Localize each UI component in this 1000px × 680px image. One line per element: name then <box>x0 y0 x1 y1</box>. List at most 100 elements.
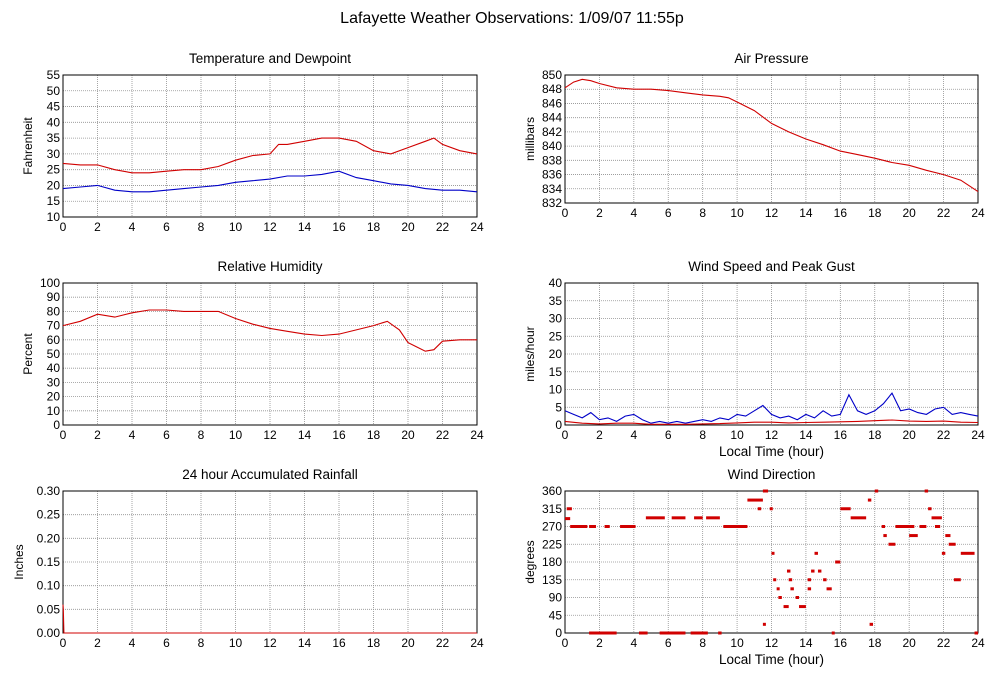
x-tick-label: 16 <box>834 636 848 650</box>
y-tick-label: 850 <box>542 68 562 82</box>
direction-mark <box>817 569 822 573</box>
x-tick-label: 24 <box>470 636 484 650</box>
y-tick-label: 0 <box>555 418 562 432</box>
direction-mark <box>881 525 886 528</box>
y-tick-label: 30 <box>47 147 61 161</box>
y-tick-label: 180 <box>542 555 562 569</box>
x-tick-label: 14 <box>298 428 312 442</box>
x-tick-label: 12 <box>263 428 277 442</box>
x-tick-label: 16 <box>834 206 848 220</box>
y-tick-label: 100 <box>40 276 60 290</box>
direction-mark <box>835 560 841 564</box>
y-tick-label: 10 <box>47 210 61 224</box>
x-tick-label: 18 <box>868 428 882 442</box>
x-tick-label: 4 <box>630 428 637 442</box>
x-tick-label: 14 <box>799 636 813 650</box>
y-tick-label: 45 <box>47 100 61 114</box>
series-line-red <box>564 419 979 425</box>
x-tick-label: 12 <box>263 220 277 234</box>
x-tick-label: 2 <box>596 428 603 442</box>
y-tick-label: 0 <box>555 626 562 640</box>
y-tick-label: 10 <box>47 404 61 418</box>
direction-mark <box>795 596 800 599</box>
x-tick-label: 10 <box>229 220 243 234</box>
x-tick-label: 16 <box>834 428 848 442</box>
y-axis-label: millibars <box>523 117 537 161</box>
direction-mark <box>924 489 929 493</box>
y-tick-label: 836 <box>542 168 562 182</box>
y-tick-label: 70 <box>47 319 61 333</box>
y-tick-label: 40 <box>549 276 563 290</box>
x-tick-label: 6 <box>665 636 672 650</box>
direction-mark <box>909 534 918 538</box>
x-tick-label: 4 <box>129 428 136 442</box>
direction-mark <box>565 517 571 521</box>
direction-mark <box>786 569 791 573</box>
direction-mark <box>570 525 588 528</box>
x-tick-label: 8 <box>699 206 706 220</box>
chart-title: Wind Speed and Peak Gust <box>688 259 855 274</box>
y-axis-label: miles/hour <box>523 326 537 381</box>
x-tick-label: 12 <box>765 636 779 650</box>
x-tick-label: 0 <box>562 428 569 442</box>
direction-mark <box>869 622 874 626</box>
x-tick-label: 22 <box>937 636 951 650</box>
y-tick-label: 90 <box>47 290 61 304</box>
x-tick-label: 4 <box>630 636 637 650</box>
x-tick-label: 12 <box>765 428 779 442</box>
y-tick-label: 0.30 <box>37 484 61 498</box>
x-tick-label: 12 <box>263 636 277 650</box>
direction-mark <box>811 569 815 573</box>
x-tick-label: 10 <box>730 428 744 442</box>
x-tick-label: 8 <box>198 428 205 442</box>
x-tick-label: 16 <box>332 428 346 442</box>
y-tick-label: 15 <box>549 365 563 379</box>
direction-mark <box>831 631 835 635</box>
x-tick-label: 24 <box>470 428 484 442</box>
y-axis-label: degrees <box>523 540 537 583</box>
direction-mark <box>604 525 610 528</box>
direction-mark <box>706 516 720 520</box>
direction-mark <box>771 551 775 555</box>
x-tick-label: 20 <box>401 636 415 650</box>
y-tick-label: 0.10 <box>37 579 61 593</box>
y-tick-label: 834 <box>542 182 562 196</box>
y-tick-label: 80 <box>47 304 61 318</box>
series-line-red <box>564 78 979 193</box>
x-tick-label: 8 <box>198 636 205 650</box>
y-tick-label: 0.05 <box>37 602 61 616</box>
y-tick-label: 135 <box>542 573 562 587</box>
direction-mark <box>807 578 812 582</box>
plot-frame <box>564 282 979 426</box>
x-tick-label: 6 <box>163 428 170 442</box>
direction-mark <box>778 596 782 599</box>
y-tick-label: 40 <box>47 115 61 129</box>
y-tick-label: 20 <box>47 178 61 192</box>
y-tick-label: 25 <box>549 329 563 343</box>
direction-mark <box>934 525 941 528</box>
x-tick-label: 16 <box>332 220 346 234</box>
y-tick-label: 846 <box>542 96 562 110</box>
direction-mark <box>589 525 596 528</box>
direction-mark <box>799 605 806 609</box>
direction-mark <box>747 498 763 502</box>
chart-temp: 0 2 4 6 8 10 12 14 16 18 20 22 241015202530354045505… <box>21 51 484 234</box>
plot-frame <box>564 490 979 634</box>
direction-mark <box>823 578 827 582</box>
y-tick-label: 10 <box>549 383 563 397</box>
y-axis-label: Inches <box>12 544 26 579</box>
y-tick-label: 30 <box>549 312 563 326</box>
y-tick-label: 225 <box>542 537 562 551</box>
x-tick-label: 0 <box>60 220 67 234</box>
x-tick-label: 0 <box>60 428 67 442</box>
direction-mark <box>945 534 951 538</box>
plot-frame <box>564 74 979 204</box>
direction-mark <box>762 622 766 626</box>
direction-mark <box>783 605 789 609</box>
y-tick-label: 35 <box>549 294 563 308</box>
y-tick-label: 0.25 <box>37 508 61 522</box>
chart-direction: 0 2 4 6 8 10 12 14 16 18 20 22 240459013518022527031… <box>523 467 985 667</box>
direction-mark <box>888 542 896 546</box>
x-tick-label: 20 <box>902 428 916 442</box>
